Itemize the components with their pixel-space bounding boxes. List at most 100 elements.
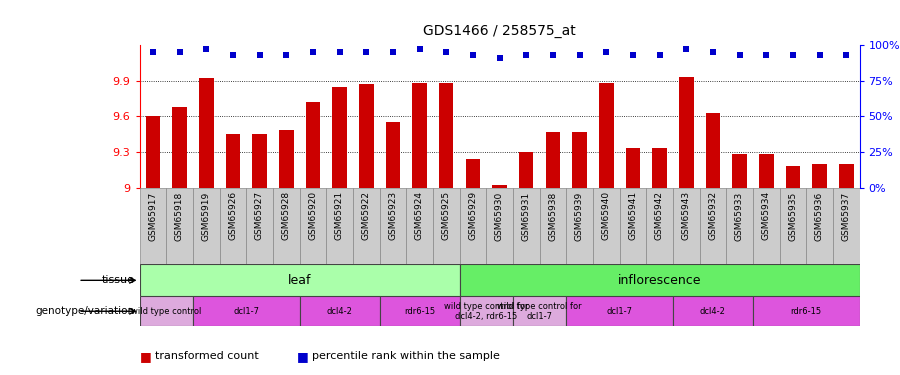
- FancyBboxPatch shape: [752, 188, 779, 264]
- Text: GSM65919: GSM65919: [202, 191, 211, 241]
- FancyBboxPatch shape: [460, 264, 860, 296]
- FancyBboxPatch shape: [380, 296, 460, 326]
- Text: GSM65924: GSM65924: [415, 191, 424, 240]
- Text: GSM65943: GSM65943: [681, 191, 690, 240]
- Text: GSM65925: GSM65925: [442, 191, 451, 240]
- FancyBboxPatch shape: [566, 188, 593, 264]
- FancyBboxPatch shape: [513, 188, 539, 264]
- Text: dcl4-2: dcl4-2: [327, 307, 353, 316]
- Text: GSM65926: GSM65926: [229, 191, 238, 240]
- FancyBboxPatch shape: [726, 188, 752, 264]
- Bar: [439, 83, 454, 188]
- FancyBboxPatch shape: [326, 188, 353, 264]
- Text: ■: ■: [140, 350, 151, 363]
- Text: GSM65930: GSM65930: [495, 191, 504, 241]
- Bar: [812, 164, 827, 188]
- Bar: [332, 87, 347, 188]
- FancyBboxPatch shape: [406, 188, 433, 264]
- Bar: [679, 77, 694, 188]
- Bar: [518, 152, 534, 188]
- FancyBboxPatch shape: [460, 296, 513, 326]
- FancyBboxPatch shape: [806, 188, 832, 264]
- Bar: [465, 159, 481, 188]
- Bar: [199, 78, 213, 188]
- FancyBboxPatch shape: [140, 296, 193, 326]
- Bar: [492, 185, 507, 188]
- FancyBboxPatch shape: [646, 188, 673, 264]
- Text: GSM65942: GSM65942: [655, 191, 664, 240]
- Text: GSM65921: GSM65921: [335, 191, 344, 240]
- Text: dcl1-7: dcl1-7: [233, 307, 259, 316]
- Bar: [279, 130, 293, 188]
- Text: GSM65928: GSM65928: [282, 191, 291, 240]
- Text: GSM65917: GSM65917: [148, 191, 157, 241]
- Bar: [759, 154, 773, 188]
- Bar: [359, 84, 374, 188]
- Text: GSM65922: GSM65922: [362, 191, 371, 240]
- Text: leaf: leaf: [288, 274, 311, 287]
- FancyBboxPatch shape: [166, 188, 193, 264]
- Text: GSM65940: GSM65940: [602, 191, 611, 240]
- FancyBboxPatch shape: [779, 188, 806, 264]
- FancyBboxPatch shape: [273, 188, 300, 264]
- Text: GDS1466 / 258575_at: GDS1466 / 258575_at: [423, 24, 576, 38]
- Text: GSM65920: GSM65920: [309, 191, 318, 240]
- Bar: [839, 164, 853, 188]
- Text: tissue: tissue: [102, 275, 135, 285]
- Text: GSM65927: GSM65927: [255, 191, 264, 240]
- Bar: [652, 148, 667, 188]
- Text: inflorescence: inflorescence: [617, 274, 701, 287]
- FancyBboxPatch shape: [752, 296, 860, 326]
- Bar: [706, 112, 720, 188]
- Text: dcl4-2: dcl4-2: [700, 307, 725, 316]
- Text: rdr6-15: rdr6-15: [790, 307, 822, 316]
- Text: GSM65931: GSM65931: [522, 191, 531, 241]
- FancyBboxPatch shape: [832, 188, 859, 264]
- Text: transformed count: transformed count: [155, 351, 258, 361]
- Text: GSM65933: GSM65933: [735, 191, 744, 241]
- Text: GSM65937: GSM65937: [842, 191, 850, 241]
- Bar: [598, 83, 614, 188]
- FancyBboxPatch shape: [380, 188, 406, 264]
- Bar: [226, 134, 240, 188]
- Text: GSM65934: GSM65934: [761, 191, 770, 240]
- FancyBboxPatch shape: [353, 188, 380, 264]
- Bar: [412, 83, 427, 188]
- FancyBboxPatch shape: [220, 188, 247, 264]
- Bar: [733, 154, 747, 188]
- Text: rdr6-15: rdr6-15: [404, 307, 435, 316]
- Text: GSM65936: GSM65936: [815, 191, 824, 241]
- FancyBboxPatch shape: [140, 188, 166, 264]
- FancyBboxPatch shape: [193, 296, 300, 326]
- FancyBboxPatch shape: [539, 188, 566, 264]
- Text: GSM65939: GSM65939: [575, 191, 584, 241]
- FancyBboxPatch shape: [460, 188, 486, 264]
- FancyBboxPatch shape: [433, 188, 460, 264]
- Text: GSM65929: GSM65929: [468, 191, 477, 240]
- FancyBboxPatch shape: [699, 188, 726, 264]
- Text: percentile rank within the sample: percentile rank within the sample: [312, 351, 500, 361]
- FancyBboxPatch shape: [140, 264, 460, 296]
- Text: dcl1-7: dcl1-7: [607, 307, 633, 316]
- Bar: [146, 116, 160, 188]
- Text: GSM65935: GSM65935: [788, 191, 797, 241]
- Text: GSM65941: GSM65941: [628, 191, 637, 240]
- Text: GSM65918: GSM65918: [175, 191, 184, 241]
- FancyBboxPatch shape: [619, 188, 646, 264]
- Bar: [545, 132, 560, 188]
- Bar: [572, 132, 587, 188]
- FancyBboxPatch shape: [300, 188, 326, 264]
- Text: genotype/variation: genotype/variation: [36, 306, 135, 316]
- Bar: [626, 148, 640, 188]
- Text: GSM65923: GSM65923: [388, 191, 397, 240]
- FancyBboxPatch shape: [673, 296, 752, 326]
- FancyBboxPatch shape: [300, 296, 380, 326]
- FancyBboxPatch shape: [673, 188, 699, 264]
- FancyBboxPatch shape: [513, 296, 566, 326]
- Text: wild type control: wild type control: [131, 307, 202, 316]
- Bar: [385, 122, 400, 188]
- Text: ■: ■: [297, 350, 309, 363]
- Text: GSM65938: GSM65938: [548, 191, 557, 241]
- Text: wild type control for
dcl4-2, rdr6-15: wild type control for dcl4-2, rdr6-15: [444, 302, 528, 321]
- FancyBboxPatch shape: [566, 296, 673, 326]
